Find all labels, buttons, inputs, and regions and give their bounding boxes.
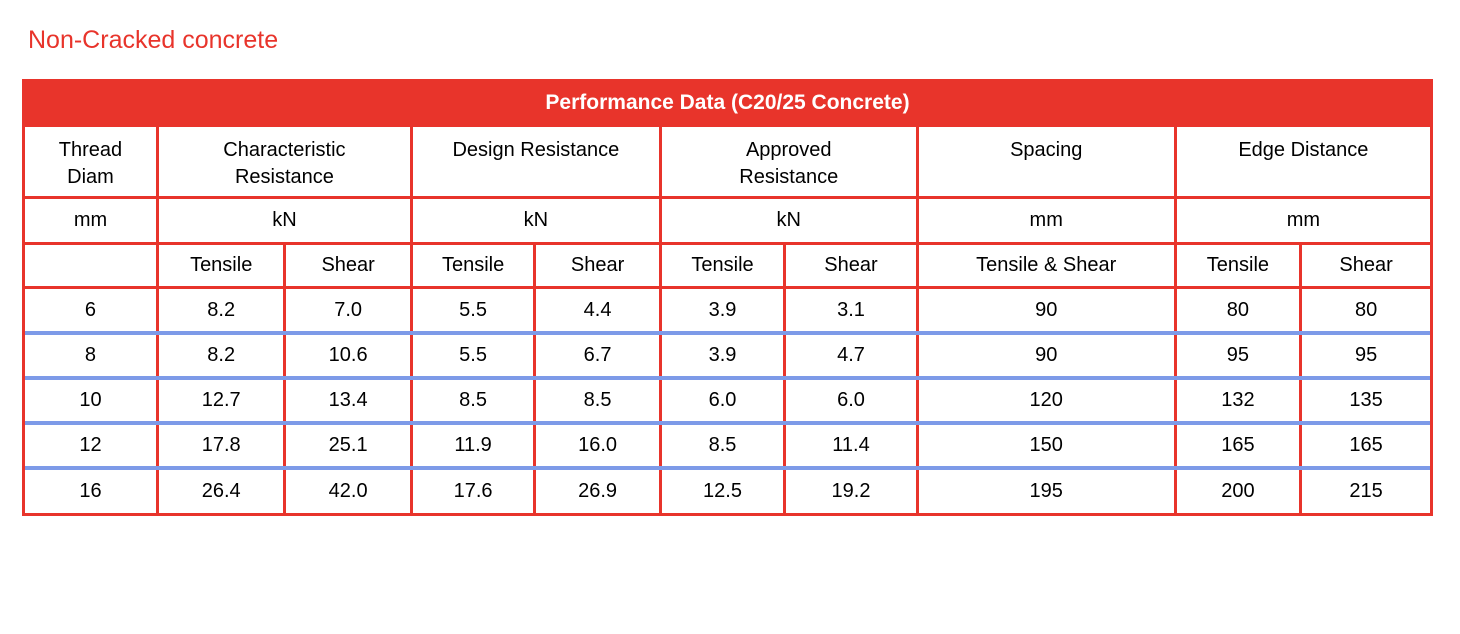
unit-spacing: mm <box>915 196 1177 246</box>
data-cell: 42.0 <box>283 465 413 513</box>
unit-approved-resistance: kN <box>658 196 919 246</box>
data-cell: 10.6 <box>283 330 413 380</box>
data-cell: 8.5 <box>658 420 787 470</box>
data-cell: 132 <box>1173 375 1303 425</box>
data-cell: 3.9 <box>658 286 787 335</box>
data-cell: 8.5 <box>533 375 662 425</box>
header-spacing: Spacing <box>915 124 1177 200</box>
data-cell: 95 <box>1299 330 1430 380</box>
data-cell: 6.0 <box>658 375 787 425</box>
data-cell: 17.8 <box>155 420 287 470</box>
table-row: 6 8.2 7.0 5.5 4.4 3.9 3.1 90 80 80 <box>25 286 1430 335</box>
data-cell: 6.0 <box>783 375 919 425</box>
page-heading: Non-Cracked concrete <box>28 26 279 54</box>
data-cell: 80 <box>1173 286 1303 335</box>
subheader-edge-shear: Shear <box>1299 242 1430 290</box>
data-cell: 8 <box>25 330 159 380</box>
performance-data-table: Performance Data (C20/25 Concrete) Threa… <box>25 81 1430 513</box>
data-cell: 90 <box>915 286 1177 335</box>
table-row: 12 17.8 25.1 11.9 16.0 8.5 11.4 150 165 … <box>25 420 1430 470</box>
subheader-design-shear: Shear <box>533 242 662 290</box>
data-cell: 12.7 <box>155 375 287 425</box>
unit-thread-diam: mm <box>25 196 159 246</box>
table-title: Performance Data (C20/25 Concrete) <box>25 81 1430 126</box>
header-characteristic-resistance: Characteristic Resistance <box>155 124 413 200</box>
data-cell: 19.2 <box>783 465 919 513</box>
header-design-resistance: Design Resistance <box>409 124 662 200</box>
data-cell: 6.7 <box>533 330 662 380</box>
data-cell: 4.7 <box>783 330 919 380</box>
subheader-blank <box>25 242 159 290</box>
subheader-characteristic-tensile: Tensile <box>155 242 287 290</box>
data-cell: 4.4 <box>533 286 662 335</box>
data-cell: 12.5 <box>658 465 787 513</box>
data-cell: 3.9 <box>658 330 787 380</box>
data-cell: 195 <box>915 465 1177 513</box>
data-cell: 13.4 <box>283 375 413 425</box>
data-cell: 135 <box>1299 375 1430 425</box>
table-row: 10 12.7 13.4 8.5 8.5 6.0 6.0 120 132 135 <box>25 375 1430 425</box>
header-thread-diam: Thread Diam <box>25 124 159 200</box>
table-row: 8 8.2 10.6 5.5 6.7 3.9 4.7 90 95 95 <box>25 330 1430 380</box>
data-cell: 95 <box>1173 330 1303 380</box>
data-cell: 90 <box>915 330 1177 380</box>
data-cell: 26.4 <box>155 465 287 513</box>
data-cell: 10 <box>25 375 159 425</box>
unit-edge-distance: mm <box>1173 196 1430 246</box>
data-cell: 11.9 <box>409 420 537 470</box>
unit-design-resistance: kN <box>409 196 662 246</box>
subheader-approved-shear: Shear <box>783 242 919 290</box>
data-cell: 3.1 <box>783 286 919 335</box>
data-cell: 165 <box>1299 420 1430 470</box>
header-edge-distance: Edge Distance <box>1173 124 1430 200</box>
data-cell: 7.0 <box>283 286 413 335</box>
data-cell: 17.6 <box>409 465 537 513</box>
data-cell: 16 <box>25 465 159 513</box>
subheader-characteristic-shear: Shear <box>283 242 413 290</box>
data-cell: 200 <box>1173 465 1303 513</box>
data-cell: 120 <box>915 375 1177 425</box>
unit-characteristic-resistance: kN <box>155 196 413 246</box>
data-cell: 8.2 <box>155 286 287 335</box>
data-cell: 165 <box>1173 420 1303 470</box>
data-cell: 5.5 <box>409 330 537 380</box>
subheader-edge-tensile: Tensile <box>1173 242 1303 290</box>
data-cell: 26.9 <box>533 465 662 513</box>
header-approved-resistance: Approved Resistance <box>658 124 919 200</box>
performance-table-frame: Performance Data (C20/25 Concrete) Threa… <box>22 78 1433 516</box>
data-cell: 11.4 <box>783 420 919 470</box>
data-cell: 5.5 <box>409 286 537 335</box>
data-cell: 150 <box>915 420 1177 470</box>
data-cell: 215 <box>1299 465 1430 513</box>
data-cell: 6 <box>25 286 159 335</box>
subheader-approved-tensile: Tensile <box>658 242 787 290</box>
data-cell: 8.2 <box>155 330 287 380</box>
subheader-design-tensile: Tensile <box>409 242 537 290</box>
data-cell: 8.5 <box>409 375 537 425</box>
data-cell: 80 <box>1299 286 1430 335</box>
subheader-spacing-tensile-shear: Tensile & Shear <box>915 242 1177 290</box>
data-cell: 25.1 <box>283 420 413 470</box>
data-cell: 16.0 <box>533 420 662 470</box>
data-cell: 12 <box>25 420 159 470</box>
table-row: 16 26.4 42.0 17.6 26.9 12.5 19.2 195 200… <box>25 465 1430 513</box>
